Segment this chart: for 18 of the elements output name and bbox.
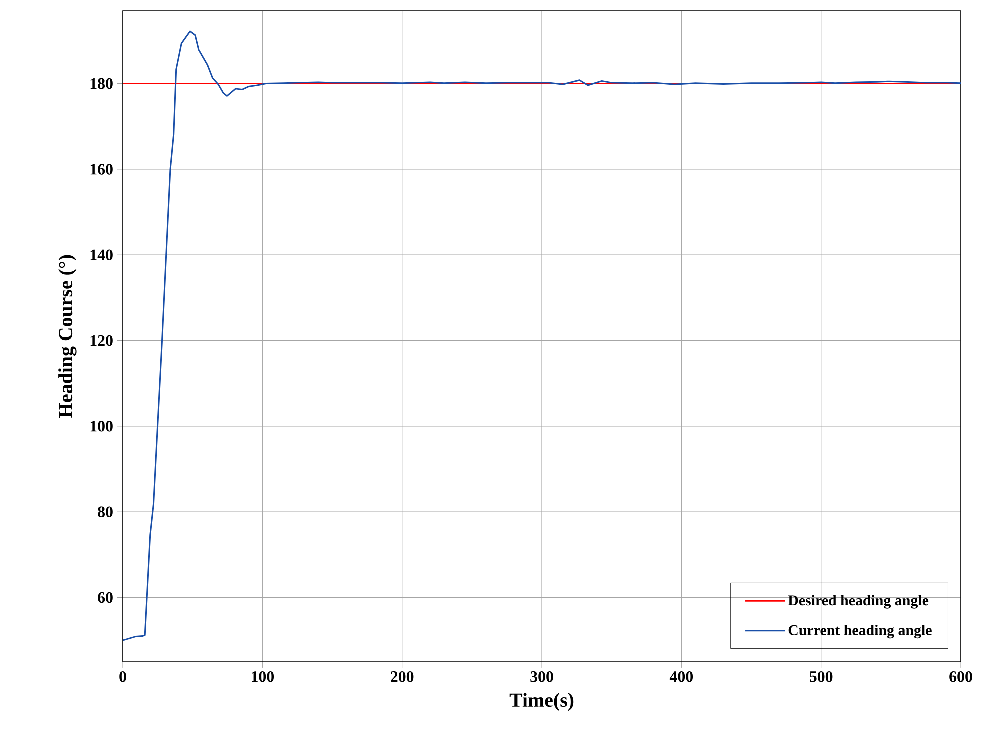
x-tick-label: 300: [530, 671, 554, 682]
y-tick-label: 100: [90, 421, 113, 432]
x-tick-label: 500: [810, 671, 833, 682]
x-tick-label: 0: [120, 671, 126, 682]
y-tick-label: 180: [90, 78, 113, 90]
legend-label: Desired heading angle: [788, 595, 929, 609]
y-axis-title: Heading Course (°): [58, 255, 77, 418]
x-tick-label: 200: [391, 671, 414, 682]
x-tick-label: 600: [950, 671, 972, 682]
x-axis-title: Time(s): [510, 693, 574, 712]
y-tick-label: 140: [90, 250, 113, 260]
legend-label: Current heading angle: [788, 624, 932, 639]
y-tick-label: 120: [90, 335, 113, 346]
x-tick-label: 400: [670, 671, 694, 682]
y-tick-label: 60: [98, 592, 113, 604]
y-tick-label: 160: [90, 164, 113, 175]
x-tick-label: 100: [252, 671, 274, 682]
y-tick-label: 80: [98, 506, 113, 518]
